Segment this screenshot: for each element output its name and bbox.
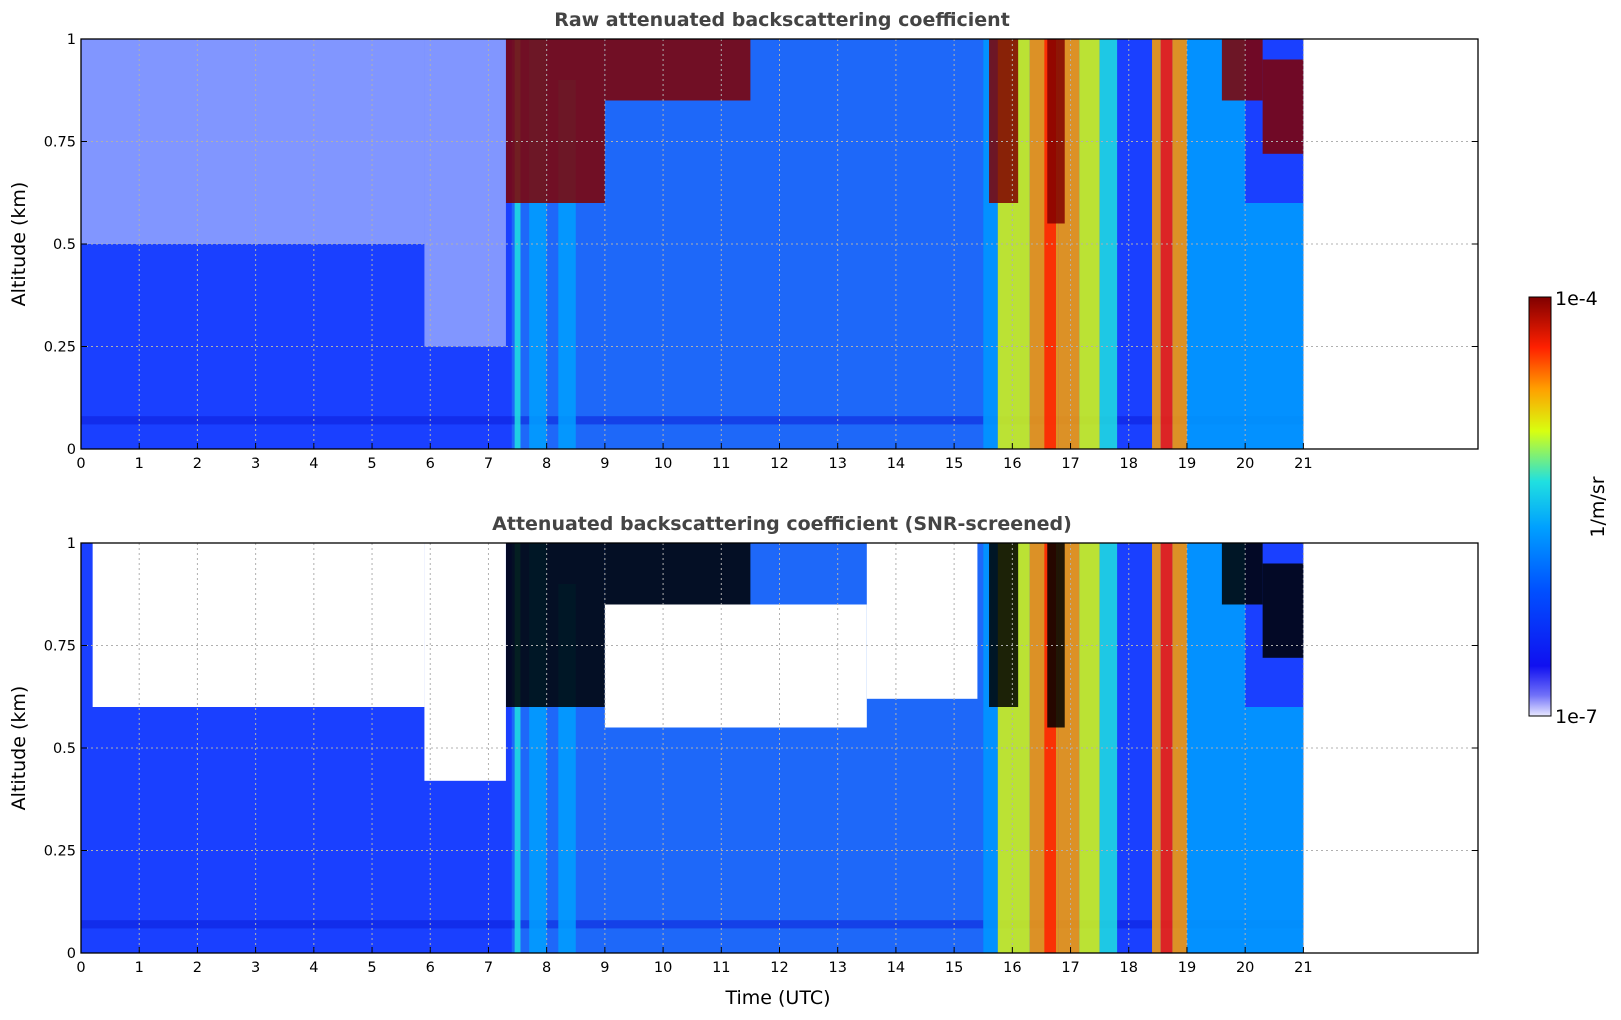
- colorbar-unit-label: 1/m/sr: [1587, 476, 1609, 537]
- x-tick-label: 9: [600, 960, 609, 976]
- x-tick-label: 16: [1003, 960, 1021, 976]
- x-tick-label: 5: [367, 960, 376, 976]
- cloud-layer: [1221, 543, 1263, 605]
- x-tick-label: 4: [309, 456, 318, 472]
- backscatter-column: [1172, 543, 1187, 953]
- colorbar-min-label: 1e-7: [1555, 706, 1598, 728]
- x-tick-label: 14: [887, 960, 905, 976]
- x-tick-label: 19: [1178, 960, 1196, 976]
- x-tick-label: 20: [1236, 960, 1254, 976]
- x-tick-label: 18: [1120, 960, 1138, 976]
- x-tick-label: 14: [887, 456, 905, 472]
- backscatter-column: [1245, 203, 1304, 449]
- x-tick-label: 15: [945, 456, 963, 472]
- cloud-layer: [1047, 543, 1065, 728]
- cloud-layer: [604, 39, 751, 101]
- backscatter-column: [1044, 39, 1056, 449]
- y-tick-label: 0.75: [44, 639, 76, 655]
- backscatter-column: [1044, 543, 1056, 953]
- y-tick-label: 0.5: [53, 741, 76, 757]
- backscatter-column: [1079, 39, 1100, 449]
- y-axis-label: Altitude (km): [8, 182, 30, 307]
- screened-region: [866, 543, 978, 699]
- x-tick-label: 18: [1120, 456, 1138, 472]
- y-tick-label: 1: [67, 32, 76, 48]
- colorbar-gradient: [1528, 296, 1552, 717]
- x-tick-label: 15: [945, 960, 963, 976]
- surface-band: [81, 920, 1304, 929]
- x-tick-label: 11: [712, 960, 730, 976]
- screened-region: [92, 543, 425, 707]
- y-tick-label: 0: [67, 946, 76, 962]
- screened-region: [604, 604, 867, 728]
- raw-backscatter-panel: Raw attenuated backscattering coefficien…: [8, 9, 1479, 472]
- y-tick-label: 0.25: [44, 844, 76, 860]
- x-tick-label: 0: [76, 456, 85, 472]
- snr-screened-panel: Attenuated backscattering coefficient (S…: [8, 513, 1479, 1009]
- x-tick-label: 3: [251, 960, 260, 976]
- x-tick-label: 11: [712, 456, 730, 472]
- y-tick-label: 0: [67, 442, 76, 458]
- x-tick-label: 21: [1294, 456, 1312, 472]
- x-tick-label: 17: [1061, 456, 1079, 472]
- y-tick-label: 0.25: [44, 340, 76, 356]
- cloud-layer: [989, 543, 1019, 707]
- y-tick-label: 1: [67, 536, 76, 552]
- x-tick-label: 0: [76, 960, 85, 976]
- x-tick-label: 13: [828, 456, 846, 472]
- cloud-layer: [505, 39, 605, 203]
- x-tick-label: 9: [600, 456, 609, 472]
- cloud-layer: [1047, 39, 1065, 224]
- x-tick-label: 10: [654, 456, 672, 472]
- noise-region: [424, 39, 506, 347]
- x-tick-label: 20: [1236, 456, 1254, 472]
- x-tick-label: 1: [135, 960, 144, 976]
- backscatter-column: [1172, 39, 1187, 449]
- surface-band: [81, 416, 1304, 425]
- x-tick-label: 21: [1294, 960, 1312, 976]
- x-tick-label: 8: [542, 960, 551, 976]
- colorbar: 1e-4 1e-7 1/m/sr: [1528, 288, 1609, 728]
- x-tick-label: 7: [484, 456, 493, 472]
- y-tick-label: 0.75: [44, 135, 76, 151]
- y-axis-label: Altitude (km): [8, 686, 30, 811]
- cloud-layer: [1262, 59, 1304, 154]
- colorbar-max-label: 1e-4: [1555, 288, 1598, 310]
- x-tick-label: 2: [193, 960, 202, 976]
- x-tick-label: 16: [1003, 456, 1021, 472]
- cloud-layer: [989, 39, 1019, 203]
- x-tick-label: 6: [426, 456, 435, 472]
- backscatter-column: [1079, 543, 1100, 953]
- x-tick-label: 17: [1061, 960, 1079, 976]
- cloud-layer: [604, 543, 751, 605]
- x-tick-label: 13: [828, 960, 846, 976]
- panel-title: Attenuated backscattering coefficient (S…: [492, 513, 1072, 535]
- x-tick-label: 8: [542, 456, 551, 472]
- x-tick-label: 10: [654, 960, 672, 976]
- y-tick-label: 0.5: [53, 237, 76, 253]
- backscatter-column: [1245, 707, 1304, 953]
- x-axis-label: Time (UTC): [724, 987, 830, 1009]
- cloud-layer: [1262, 563, 1304, 658]
- cloud-layer: [1221, 39, 1263, 101]
- x-tick-label: 6: [426, 960, 435, 976]
- x-tick-label: 12: [770, 960, 788, 976]
- x-tick-label: 12: [770, 456, 788, 472]
- panel-title: Raw attenuated backscattering coefficien…: [554, 9, 1010, 31]
- cloud-layer: [505, 543, 605, 707]
- x-tick-label: 19: [1178, 456, 1196, 472]
- x-tick-label: 5: [367, 456, 376, 472]
- x-tick-label: 1: [135, 456, 144, 472]
- x-tick-label: 2: [193, 456, 202, 472]
- x-tick-label: 4: [309, 960, 318, 976]
- x-tick-label: 7: [484, 960, 493, 976]
- x-tick-label: 3: [251, 456, 260, 472]
- screened-region: [424, 543, 506, 781]
